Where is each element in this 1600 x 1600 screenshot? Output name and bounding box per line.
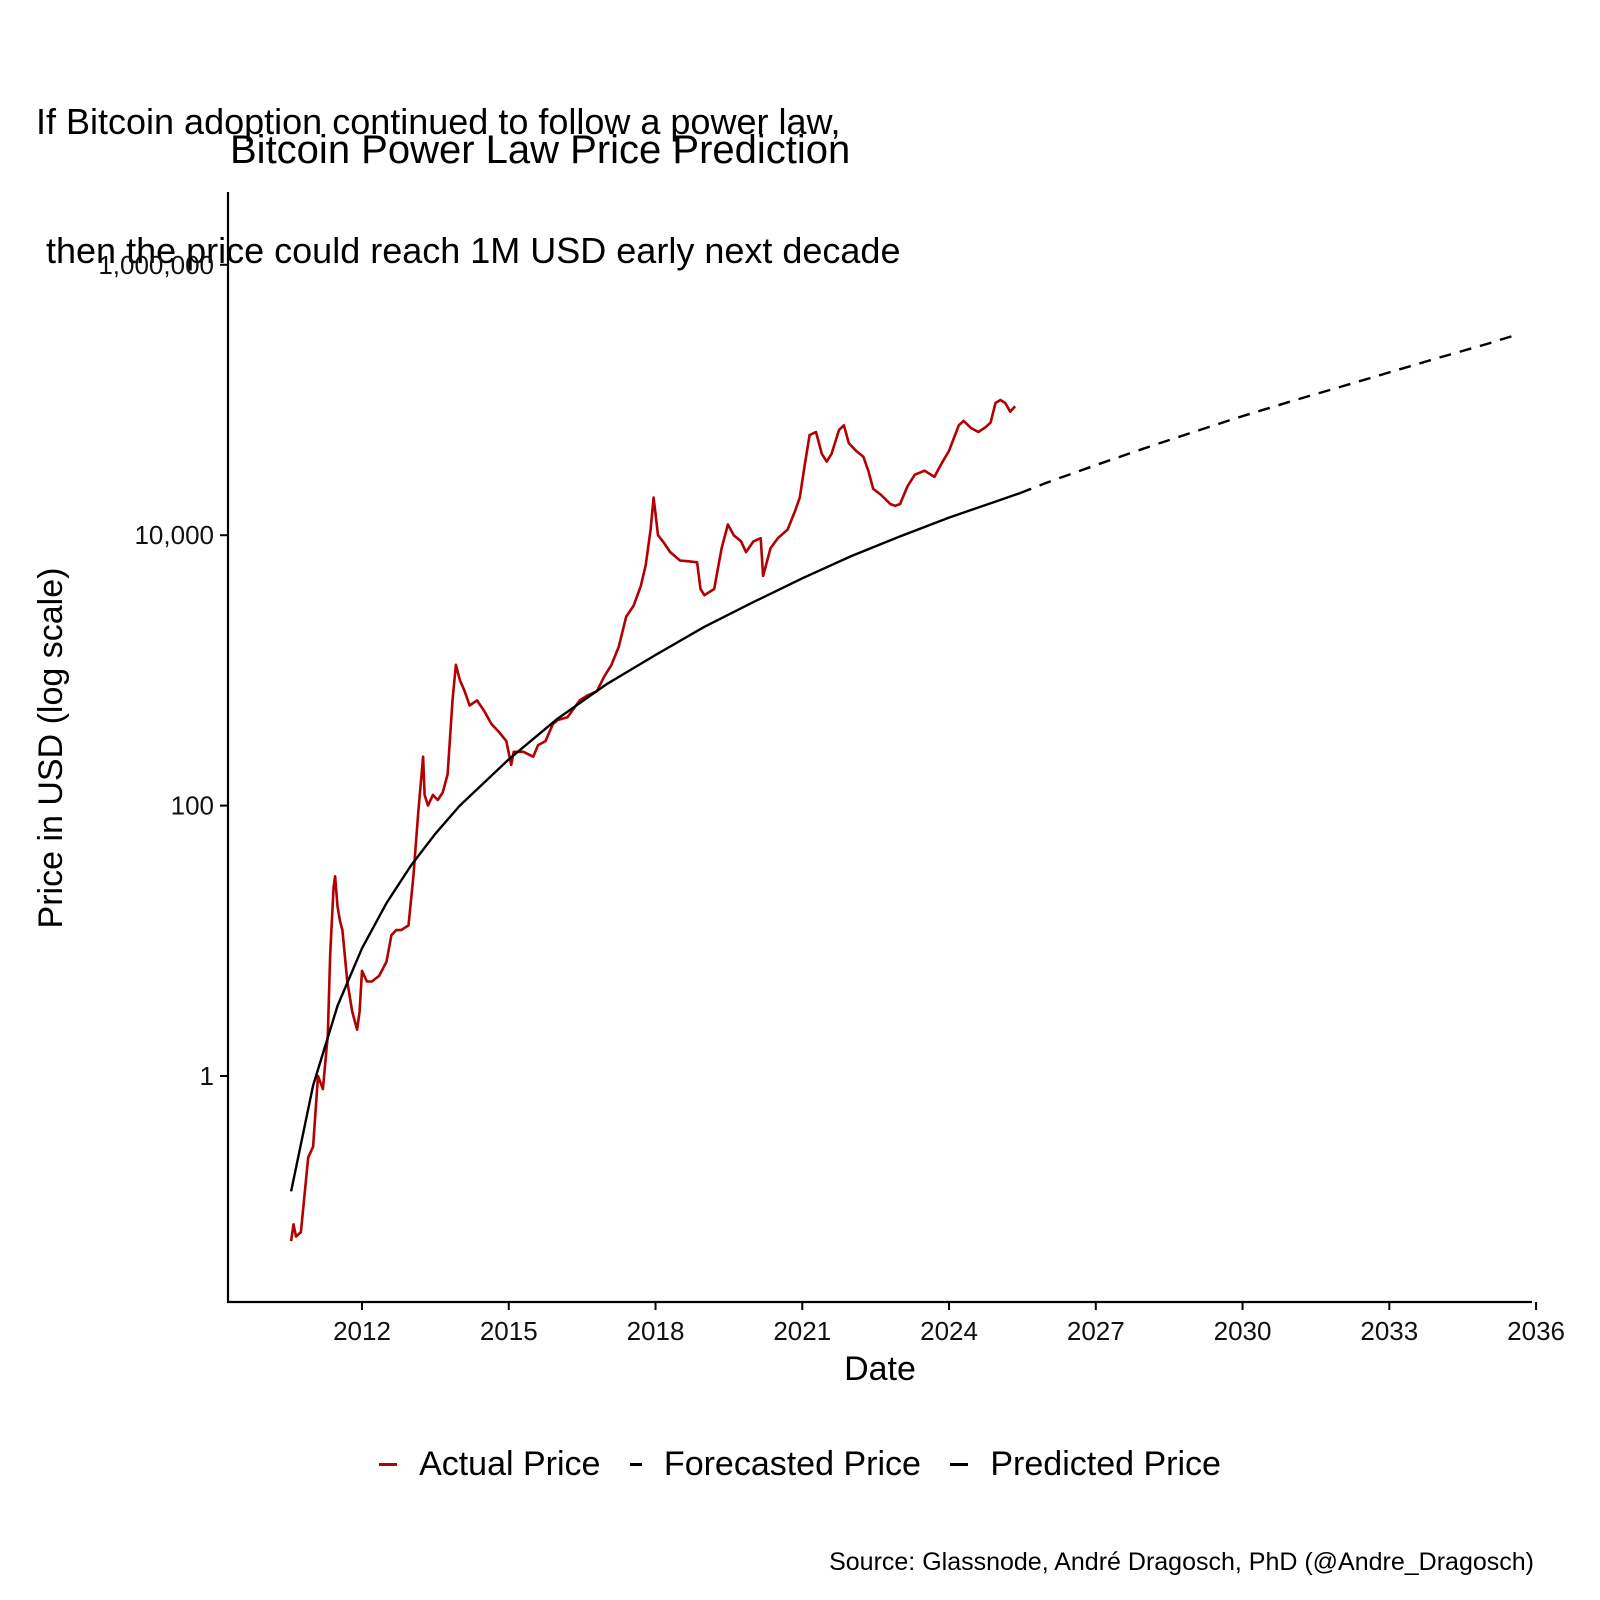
x-tick-label: 2033 <box>1360 1316 1418 1346</box>
legend-label-predicted: Predicted Price <box>990 1445 1221 1483</box>
x-axis-label: Date <box>844 1350 916 1388</box>
legend-item-forecasted: Forecasted Price <box>629 1445 921 1484</box>
chart-title: Bitcoin Power Law Price Prediction <box>230 128 851 172</box>
legend-label-forecasted: Forecasted Price <box>663 1445 921 1483</box>
x-tick-label: 2027 <box>1067 1316 1125 1346</box>
headline-line-2: then the price could reach 1M USD early … <box>36 230 901 271</box>
headline: If Bitcoin adoption continued to follow … <box>36 14 900 315</box>
series-line-forecasted-price <box>1019 334 1515 495</box>
y-axis-label: Price in USD (log scale) <box>32 568 70 929</box>
series-line-actual-price <box>289 398 1017 1242</box>
legend: Actual Price Forecasted Price Predicted … <box>0 1436 1600 1484</box>
legend-label-actual: Actual Price <box>419 1445 601 1483</box>
legend-key-predicted <box>950 1463 969 1466</box>
x-tick-label: 2024 <box>920 1316 978 1346</box>
series-line-predicted-price <box>289 491 1021 1192</box>
y-tick-label: 1,000,000 <box>98 250 214 280</box>
y-tick-label: 1 <box>200 1061 214 1091</box>
headline-line-1: If Bitcoin adoption continued to follow … <box>36 101 841 142</box>
legend-item-actual: Actual Price <box>379 1445 600 1484</box>
x-tick-label: 2015 <box>480 1316 538 1346</box>
legend-key-actual <box>379 1463 398 1466</box>
x-tick-label: 2021 <box>773 1316 831 1346</box>
legend-key-forecasted <box>629 1463 642 1466</box>
x-tick-label: 2018 <box>627 1316 685 1346</box>
series-layer <box>289 334 1515 1242</box>
legend-item-predicted: Predicted Price <box>950 1445 1221 1484</box>
x-tick-label: 2030 <box>1214 1316 1272 1346</box>
x-tick-label: 2012 <box>333 1316 391 1346</box>
y-tick-label: 100 <box>171 791 214 821</box>
axes: 2012 2015 2018 2021 2024 2027 2030 2033 2036 1 100… <box>98 192 1565 1346</box>
y-tick-label: 10,000 <box>134 520 214 550</box>
x-tick-label: 2036 <box>1507 1316 1565 1346</box>
source-credit: Source: Glassnode, André Dragosch, PhD (… <box>829 1548 1534 1576</box>
